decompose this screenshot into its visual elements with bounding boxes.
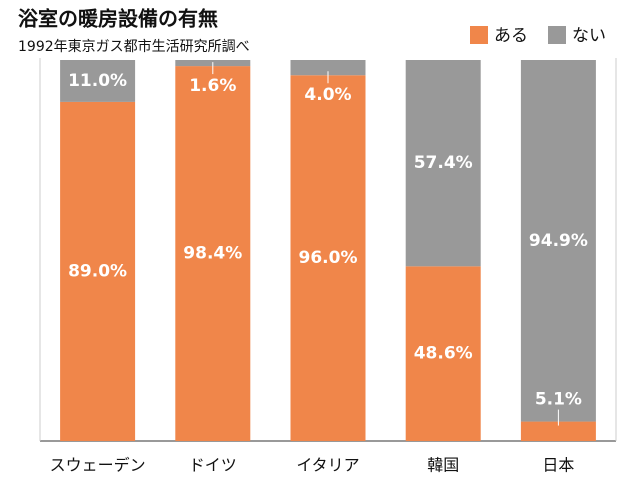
value-label: 11.0% [68, 71, 127, 91]
x-tick-label: 日本 [542, 456, 574, 475]
bar-segment [290, 75, 366, 442]
bar-segment [520, 60, 596, 422]
x-tick-label: イタリア [296, 456, 359, 475]
x-tick-label: スウェーデン [50, 456, 146, 475]
value-label: 48.6% [414, 344, 473, 364]
value-label: 5.1% [535, 390, 582, 410]
legend-swatch [470, 26, 488, 44]
value-label: 94.9% [529, 231, 588, 251]
chart-subtitle: 1992年東京ガス都市生活研究所調べ [18, 38, 250, 55]
legend-label: ある [494, 26, 528, 46]
bar-segment [60, 60, 136, 102]
value-label: 89.0% [68, 261, 127, 281]
x-tick-label: ドイツ [189, 456, 237, 475]
value-label: 96.0% [299, 248, 358, 268]
bar-segment [520, 421, 596, 441]
legend-label: ない [572, 26, 606, 46]
bar-segment [290, 60, 366, 76]
value-label: 57.4% [414, 153, 473, 173]
bar-segment [60, 101, 136, 441]
value-label: 1.6% [189, 76, 236, 96]
chart-title: 浴室の暖房設備の有無 [18, 7, 218, 31]
bar-segment [405, 266, 481, 441]
value-label: 4.0% [304, 85, 351, 105]
value-label: 98.4% [183, 244, 242, 264]
legend-swatch [548, 26, 566, 44]
bar-segment [175, 66, 251, 441]
bar-segment [405, 60, 481, 267]
x-tick-label: 韓国 [427, 456, 459, 475]
